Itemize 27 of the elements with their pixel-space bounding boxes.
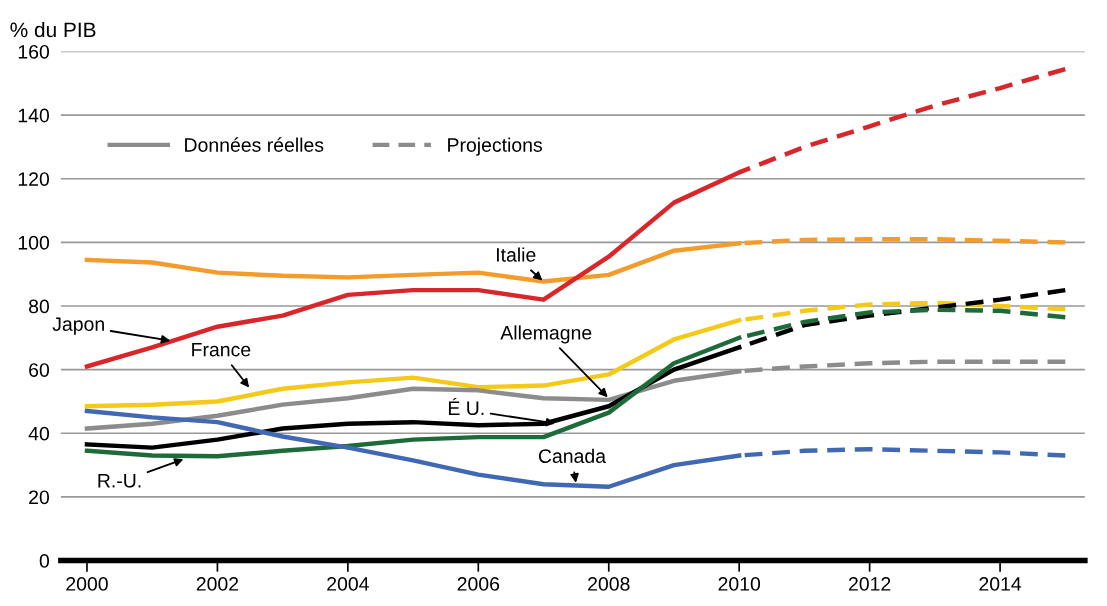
y-tick-label: 140	[18, 108, 50, 123]
y-tick-label: 120	[18, 172, 50, 187]
annotation: É U.	[448, 398, 484, 416]
x-tick-label: 2008	[588, 577, 630, 591]
x-tick-label: 2002	[196, 577, 239, 591]
x-tick-label: 2010	[718, 577, 761, 591]
y-axis-title: % du PIB	[10, 21, 96, 38]
y-tick-label: 80	[28, 299, 50, 314]
annotation: R.-U.	[98, 474, 141, 488]
x-tick-label: 2006	[457, 577, 500, 591]
annotation: Canada	[538, 448, 607, 464]
x-tick-label: 2012	[848, 577, 891, 591]
y-tick-label: 60	[29, 363, 50, 377]
x-tick-label: 2000	[66, 577, 108, 591]
annotation: Italie	[497, 247, 536, 262]
annotation: France	[192, 342, 251, 357]
legend-label: Données réelles	[185, 137, 324, 152]
y-tick-label: 100	[18, 235, 50, 250]
y-tick-label: 0	[39, 554, 50, 568]
y-tick-label: 20	[29, 490, 50, 505]
annotation: Japon	[52, 317, 104, 335]
x-tick-label: 2014	[979, 577, 1022, 591]
y-tick-label: 40	[28, 426, 50, 441]
x-tick-label: 2004	[327, 577, 369, 591]
annotation: Allemagne	[500, 325, 592, 344]
legend-label: Projections	[448, 137, 542, 156]
y-tick-label: 160	[18, 44, 50, 59]
